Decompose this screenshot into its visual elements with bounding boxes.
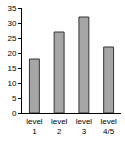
svg-text:25: 25 — [7, 34, 16, 43]
svg-text:level3: level3 — [76, 117, 93, 136]
svg-text:level4/5: level4/5 — [100, 117, 117, 136]
svg-text:20: 20 — [7, 49, 16, 58]
svg-text:35: 35 — [7, 4, 16, 13]
svg-text:level1: level1 — [26, 117, 43, 136]
svg-text:30: 30 — [7, 19, 16, 28]
svg-text:5: 5 — [12, 94, 17, 103]
svg-text:level2: level2 — [51, 117, 68, 136]
svg-text:10: 10 — [7, 79, 16, 88]
svg-text:15: 15 — [7, 64, 16, 73]
svg-text:0: 0 — [12, 109, 17, 118]
